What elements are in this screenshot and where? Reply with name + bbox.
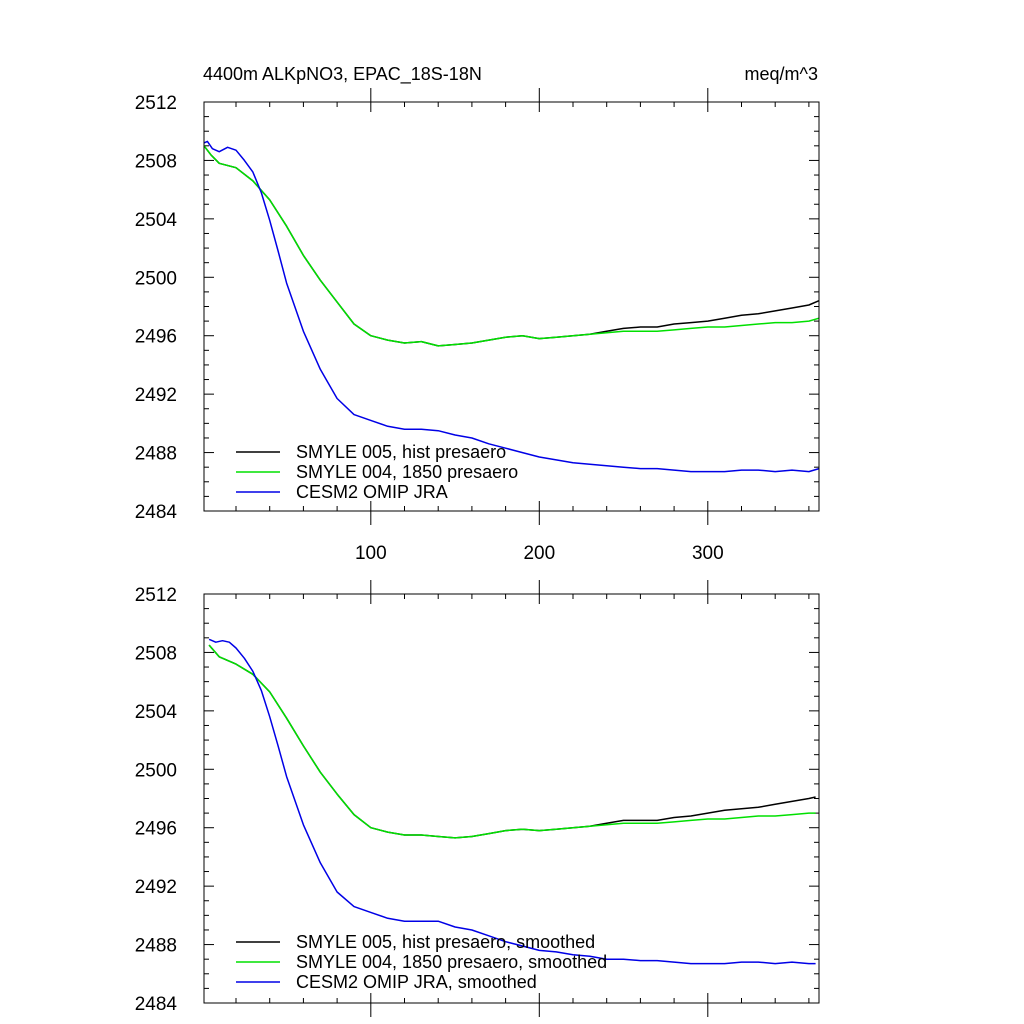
- bottom-legend-label-2: SMYLE 004, 1850 presaero, smoothed: [296, 952, 607, 972]
- top-x-ticks: 100 200 300: [235, 88, 810, 564]
- top-series: [203, 140, 820, 473]
- bottom-y-tick-label: 2496: [135, 819, 177, 840]
- bottom-plot-frame: [203, 593, 820, 1004]
- bottom-y-tick-label: 2512: [135, 585, 177, 606]
- top-y-tick-label: 2508: [135, 151, 177, 172]
- top-x-tick-label: 200: [523, 543, 555, 564]
- top-legend-label-1: SMYLE 005, hist presaero: [296, 442, 506, 462]
- bottom-y-tick-label: 2504: [135, 702, 178, 723]
- top-panel: 4400m ALKpNO3, EPAC_18S-18N meq/m^3 2484…: [135, 64, 820, 564]
- bottom-x-ticks: [235, 580, 810, 1017]
- top-x-tick-label: 300: [692, 543, 724, 564]
- bottom-y-tick-label: 2492: [135, 877, 177, 898]
- top-legend: SMYLE 005, hist presaero SMYLE 004, 1850…: [236, 442, 518, 502]
- top-series-line-3: [203, 140, 820, 473]
- top-y-tick-label: 2492: [135, 385, 177, 406]
- top-y-tick-label: 2500: [135, 268, 177, 289]
- bottom-y-ticks: 2484 2488 2492 2496 2500 2504 2508 2512: [135, 585, 819, 1015]
- bottom-legend-label-1: SMYLE 005, hist presaero, smoothed: [296, 932, 595, 952]
- top-plot-frame: [203, 101, 820, 512]
- bottom-series: [208, 638, 816, 965]
- top-x-tick-label: 100: [355, 543, 387, 564]
- bottom-y-tick-label: 2508: [135, 643, 177, 664]
- bottom-legend: SMYLE 005, hist presaero, smoothed SMYLE…: [236, 932, 607, 992]
- top-y-tick-label: 2512: [135, 93, 177, 114]
- bottom-legend-label-3: CESM2 OMIP JRA, smoothed: [296, 972, 537, 992]
- top-y-tick-label: 2496: [135, 327, 177, 348]
- top-y-tick-label: 2484: [135, 502, 178, 523]
- top-legend-label-2: SMYLE 004, 1850 presaero: [296, 462, 518, 482]
- top-y-tick-label: 2504: [135, 210, 178, 231]
- top-panel-title: 4400m ALKpNO3, EPAC_18S-18N: [203, 64, 482, 85]
- bottom-panel: 2484 2488 2492 2496 2500 2504 2508 2512 SMYLE 0…: [135, 580, 820, 1017]
- bottom-y-tick-label: 2500: [135, 760, 177, 781]
- bottom-y-tick-label: 2484: [135, 994, 178, 1015]
- bottom-series-line-3: [208, 638, 816, 965]
- top-y-tick-label: 2488: [135, 444, 177, 465]
- top-series-line-2: [203, 145, 820, 347]
- top-y-ticks: 2484 2488 2492 2496 2500 2504 2508 2512: [135, 93, 819, 523]
- top-panel-units: meq/m^3: [745, 64, 818, 84]
- top-series-line-1: [203, 145, 820, 347]
- bottom-y-tick-label: 2488: [135, 936, 177, 957]
- bottom-series-line-2: [208, 644, 816, 839]
- top-legend-label-3: CESM2 OMIP JRA: [296, 482, 448, 502]
